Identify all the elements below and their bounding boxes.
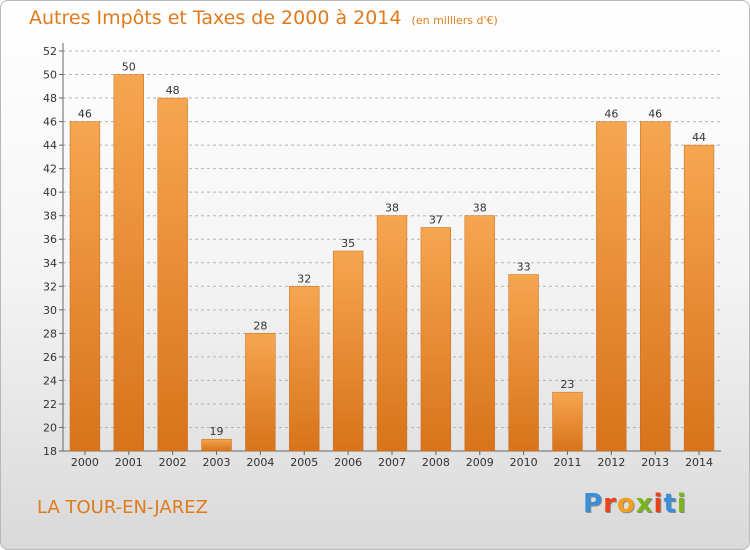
y-tick-label: 20: [43, 421, 57, 434]
bar: [508, 274, 539, 452]
x-tick-label: 2014: [685, 456, 713, 469]
bar: [596, 121, 627, 452]
y-tick-label: 46: [43, 116, 57, 129]
bar: [683, 144, 715, 452]
bar: [332, 250, 364, 452]
y-tick-label: 24: [43, 374, 57, 387]
x-tick-label: 2001: [115, 456, 143, 469]
data-label: 23: [560, 378, 574, 391]
y-tick-label: 36: [43, 233, 57, 246]
y-tick-label: 40: [43, 186, 57, 199]
y-tick-label: 28: [43, 327, 57, 340]
bar: [157, 97, 188, 452]
commune-name: LA TOUR-EN-JAREZ: [37, 497, 208, 518]
data-label: 46: [648, 108, 662, 121]
data-label: 46: [78, 108, 92, 121]
bar: [420, 227, 452, 452]
y-tick-label: 42: [43, 163, 57, 176]
x-tick-label: 2003: [203, 456, 231, 469]
x-tick-label: 2013: [641, 456, 669, 469]
x-tick-label: 2009: [466, 456, 494, 469]
data-label: 33: [517, 261, 531, 274]
proxiti-logo: Proxiti: [583, 489, 687, 519]
chart-subtitle: (en milliers d'€): [411, 14, 498, 27]
x-tick-label: 2002: [159, 456, 187, 469]
chart-title: Autres Impôts et Taxes de 2000 à 2014 (e…: [29, 7, 498, 29]
data-label: 37: [429, 213, 443, 226]
x-tick-label: 2005: [290, 456, 318, 469]
y-tick-label: 26: [43, 351, 57, 364]
chart-title-text: Autres Impôts et Taxes de 2000 à 2014: [29, 7, 402, 29]
data-label: 46: [604, 108, 618, 121]
data-label: 38: [385, 202, 399, 215]
y-tick-label: 22: [43, 398, 57, 411]
data-label: 50: [122, 61, 136, 74]
x-tick-label: 2000: [71, 456, 99, 469]
bar: [245, 333, 276, 452]
x-tick-label: 2011: [553, 456, 581, 469]
logo-letter: x: [635, 489, 654, 519]
logo-letter: o: [616, 489, 636, 519]
bar: [201, 438, 232, 452]
logo-letter: i: [676, 489, 687, 519]
data-label: 38: [473, 202, 487, 215]
x-tick-label: 2004: [246, 456, 274, 469]
x-tick-label: 2007: [378, 456, 406, 469]
x-tick-label: 2010: [510, 456, 538, 469]
bar: [113, 74, 144, 452]
bar: [376, 215, 408, 452]
x-tick-label: 2008: [422, 456, 450, 469]
data-label: 48: [166, 84, 180, 97]
data-label: 28: [253, 319, 267, 332]
bar: [69, 121, 101, 452]
data-label: 44: [692, 131, 706, 144]
bar: [289, 286, 320, 452]
bar: [640, 121, 671, 452]
y-tick-label: 38: [43, 210, 57, 223]
y-tick-label: 48: [43, 92, 57, 105]
logo-letter: t: [663, 489, 677, 519]
data-label: 19: [210, 425, 224, 438]
data-label: 32: [297, 272, 311, 285]
y-tick-label: 34: [43, 257, 57, 270]
x-tick-label: 2012: [597, 456, 625, 469]
logo-letter: P: [583, 489, 604, 519]
y-tick-label: 30: [43, 304, 57, 317]
logo-letter: r: [603, 489, 617, 519]
bar: [464, 215, 495, 452]
y-tick-label: 32: [43, 280, 57, 293]
x-tick-label: 2006: [334, 456, 362, 469]
bar: [552, 391, 583, 452]
y-tick-label: 44: [43, 139, 57, 152]
y-tick-label: 18: [43, 445, 57, 458]
y-tick-label: 52: [43, 45, 57, 58]
logo-letter: i: [653, 489, 664, 519]
data-label: 35: [341, 237, 355, 250]
y-tick-label: 50: [43, 69, 57, 82]
